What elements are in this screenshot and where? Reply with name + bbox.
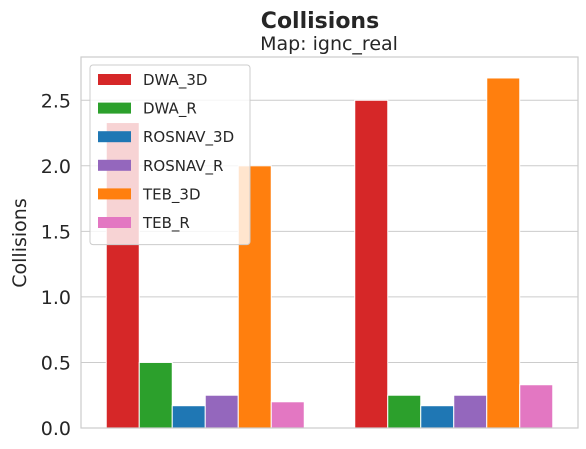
bar-teb-r-group-2 xyxy=(519,384,554,429)
bar-dwa-3d-group-2 xyxy=(354,99,389,429)
legend-label: TEB_3D xyxy=(142,185,201,204)
bar-dwa-r-group-2 xyxy=(387,394,422,429)
legend-label: DWA_3D xyxy=(143,71,207,90)
y-tick-label: 0.0 xyxy=(41,418,71,440)
legend-label: TEB_R xyxy=(142,214,190,233)
bar-rosnav-3d-group-1 xyxy=(171,405,206,429)
legend: DWA_3D DWA_R ROSNAV_3D ROSNAV_R TEB_3D TEB_R xyxy=(89,64,251,246)
chart-title: Map: ignc_real xyxy=(260,33,398,55)
plot-frame xyxy=(80,56,579,429)
bar-rosnav-r-group-1 xyxy=(204,394,239,429)
legend-swatch xyxy=(98,159,131,171)
legend-label: ROSNAV_3D xyxy=(143,128,234,147)
bar-rosnav-r-group-2 xyxy=(453,394,488,429)
chart-suptitle: Collisions xyxy=(261,9,379,34)
legend-swatch xyxy=(98,74,131,85)
legend-swatch xyxy=(98,188,131,200)
legend-swatch xyxy=(98,131,131,143)
y-axis-label: Collisions xyxy=(9,198,31,287)
legend-label: ROSNAV_R xyxy=(143,157,223,176)
y-tick-label: 1.5 xyxy=(41,221,71,243)
y-tick-label: 2.5 xyxy=(41,90,71,112)
bar-teb-3d-group-2 xyxy=(486,77,521,429)
legend-label: DWA_R xyxy=(143,100,197,119)
y-tick-label: 0.5 xyxy=(41,352,71,374)
bar-teb-r-group-1 xyxy=(270,401,305,429)
y-tick-label: 1.0 xyxy=(41,287,71,309)
bar-rosnav-3d-group-2 xyxy=(420,405,455,429)
bar-dwa-r-group-1 xyxy=(138,361,173,429)
legend-swatch xyxy=(98,102,131,114)
y-tick-label: 2.0 xyxy=(41,156,71,178)
y-tick-labels: 0.0 0.5 1.0 1.5 2.0 2.5 xyxy=(41,90,71,440)
bars xyxy=(105,77,554,429)
legend-swatch xyxy=(98,217,131,228)
